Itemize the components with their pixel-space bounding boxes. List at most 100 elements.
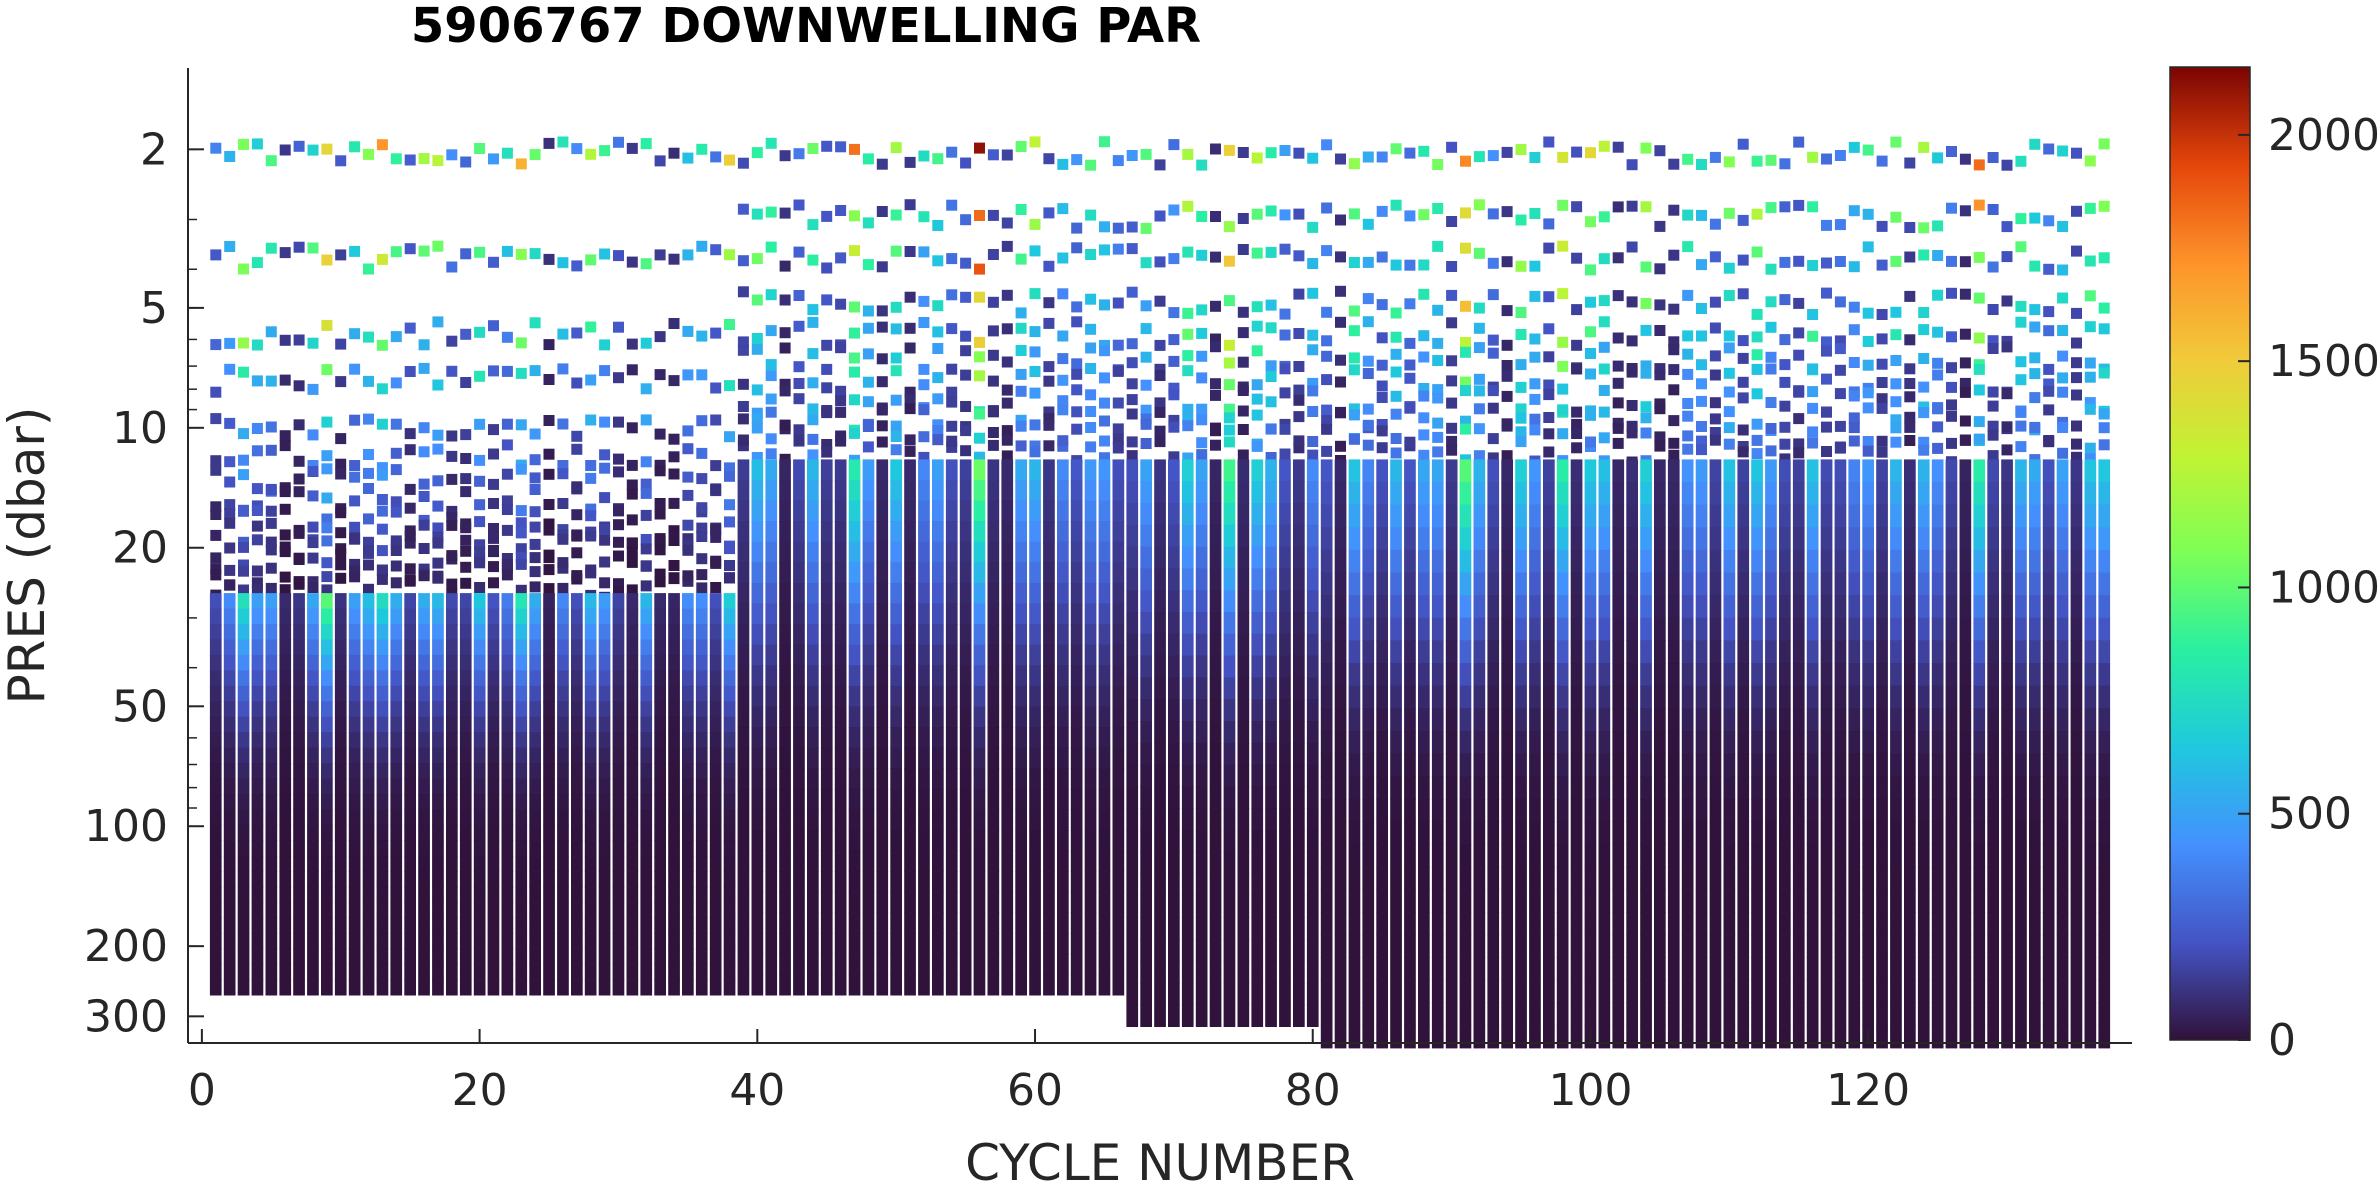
heatmap-cell bbox=[1806, 934, 1819, 958]
heatmap-cell bbox=[1487, 459, 1500, 483]
heatmap-cell bbox=[1543, 912, 1555, 936]
heatmap-cell bbox=[334, 840, 347, 857]
heatmap-cell bbox=[1348, 617, 1361, 641]
heatmap-cell bbox=[1112, 521, 1125, 543]
heatmap-cell bbox=[1737, 776, 1750, 800]
heatmap-cell bbox=[695, 979, 708, 996]
heatmap-cell bbox=[987, 349, 999, 361]
heatmap-cell bbox=[1709, 685, 1722, 709]
heatmap-cell bbox=[1709, 731, 1722, 755]
heatmap-cell bbox=[1362, 731, 1375, 755]
heatmap-cell bbox=[876, 644, 889, 666]
heatmap-cell bbox=[862, 259, 874, 271]
heatmap-cell bbox=[737, 912, 750, 934]
heatmap-cell bbox=[1668, 364, 1680, 376]
heatmap-cell bbox=[1612, 572, 1625, 596]
heatmap-cell bbox=[432, 155, 444, 167]
heatmap-cell bbox=[1640, 549, 1652, 574]
heatmap-cell bbox=[709, 855, 722, 872]
heatmap-cell bbox=[1112, 706, 1125, 728]
heatmap-cell bbox=[682, 325, 694, 337]
heatmap-cell bbox=[1876, 980, 1888, 1004]
heatmap-cell bbox=[765, 624, 778, 646]
heatmap-cell bbox=[1682, 430, 1694, 442]
heatmap-cell bbox=[293, 948, 305, 965]
heatmap-cell bbox=[695, 624, 708, 641]
heatmap-cell bbox=[1237, 895, 1250, 918]
heatmap-cell bbox=[668, 871, 680, 888]
heatmap-cell bbox=[1404, 549, 1416, 574]
heatmap-cell bbox=[612, 933, 625, 950]
heatmap-cell bbox=[293, 241, 305, 253]
heatmap-cell bbox=[293, 670, 305, 687]
heatmap-cell bbox=[640, 701, 653, 718]
heatmap-cell bbox=[1807, 437, 1819, 449]
heatmap-cell bbox=[932, 603, 944, 625]
heatmap-cell bbox=[973, 706, 986, 728]
heatmap-cell bbox=[1820, 640, 1833, 664]
heatmap-cell bbox=[1890, 355, 1902, 366]
heatmap-cell bbox=[251, 763, 264, 780]
heatmap-cell bbox=[1904, 889, 1916, 913]
heatmap-cell bbox=[1376, 205, 1388, 217]
heatmap-cell bbox=[1071, 316, 1083, 328]
heatmap-cell bbox=[682, 917, 694, 934]
heatmap-cell bbox=[626, 902, 639, 919]
heatmap-cell bbox=[446, 917, 458, 934]
heatmap-cell bbox=[376, 979, 389, 996]
heatmap-cell bbox=[1973, 416, 1985, 428]
heatmap-cell bbox=[404, 654, 416, 671]
heatmap-cell bbox=[1612, 844, 1625, 868]
heatmap-cell bbox=[1681, 527, 1694, 551]
heatmap-cell bbox=[1501, 146, 1513, 158]
heatmap-cell bbox=[1321, 245, 1333, 257]
heatmap-cell bbox=[1987, 731, 1999, 755]
heatmap-cell bbox=[1543, 549, 1555, 574]
heatmap-cell bbox=[376, 654, 389, 671]
heatmap-cell bbox=[1946, 362, 1957, 374]
heatmap-cell bbox=[1210, 422, 1221, 434]
heatmap-cell bbox=[1154, 873, 1166, 897]
heatmap-cell bbox=[793, 727, 805, 749]
heatmap-cell bbox=[529, 581, 541, 593]
heatmap-cell bbox=[932, 644, 944, 666]
heatmap-cell bbox=[793, 933, 805, 955]
heatmap-cell bbox=[820, 706, 833, 728]
heatmap-cell bbox=[1779, 866, 1791, 890]
heatmap-cell bbox=[1862, 708, 1874, 732]
heatmap-cell bbox=[737, 255, 749, 267]
heatmap-cell bbox=[710, 244, 722, 256]
heatmap-cell bbox=[557, 562, 569, 574]
heatmap-cell bbox=[1390, 731, 1402, 755]
heatmap-cell bbox=[321, 364, 333, 376]
heatmap-cell bbox=[1376, 419, 1388, 430]
heatmap-cell bbox=[1668, 449, 1680, 461]
heatmap-cell bbox=[1765, 321, 1777, 333]
heatmap-cell bbox=[1404, 912, 1416, 936]
heatmap-cell bbox=[959, 747, 972, 769]
heatmap-cell bbox=[765, 137, 777, 149]
heatmap-cell bbox=[265, 375, 277, 387]
heatmap-cell bbox=[1195, 851, 1208, 875]
heatmap-cell bbox=[1917, 685, 1930, 709]
heatmap-cell bbox=[737, 933, 750, 955]
heatmap-cell bbox=[1362, 844, 1375, 868]
heatmap-cell bbox=[765, 393, 777, 405]
heatmap-cell bbox=[695, 886, 708, 903]
heatmap-cell bbox=[488, 498, 499, 509]
heatmap-cell bbox=[1460, 337, 1471, 348]
heatmap-cell bbox=[709, 608, 722, 625]
heatmap-cell bbox=[751, 706, 764, 728]
heatmap-cell bbox=[1862, 387, 1874, 399]
heatmap-cell bbox=[793, 562, 805, 584]
heatmap-cell bbox=[1126, 917, 1139, 940]
heatmap-cell bbox=[349, 328, 361, 340]
heatmap-cell bbox=[640, 639, 653, 656]
heatmap-cell bbox=[1681, 889, 1694, 913]
heatmap-cell bbox=[1348, 889, 1361, 913]
heatmap-cell bbox=[862, 459, 875, 481]
heatmap-cell bbox=[1209, 873, 1222, 897]
heatmap-cell bbox=[626, 556, 638, 568]
heatmap-cell bbox=[1681, 459, 1694, 483]
heatmap-cell bbox=[1640, 595, 1652, 619]
